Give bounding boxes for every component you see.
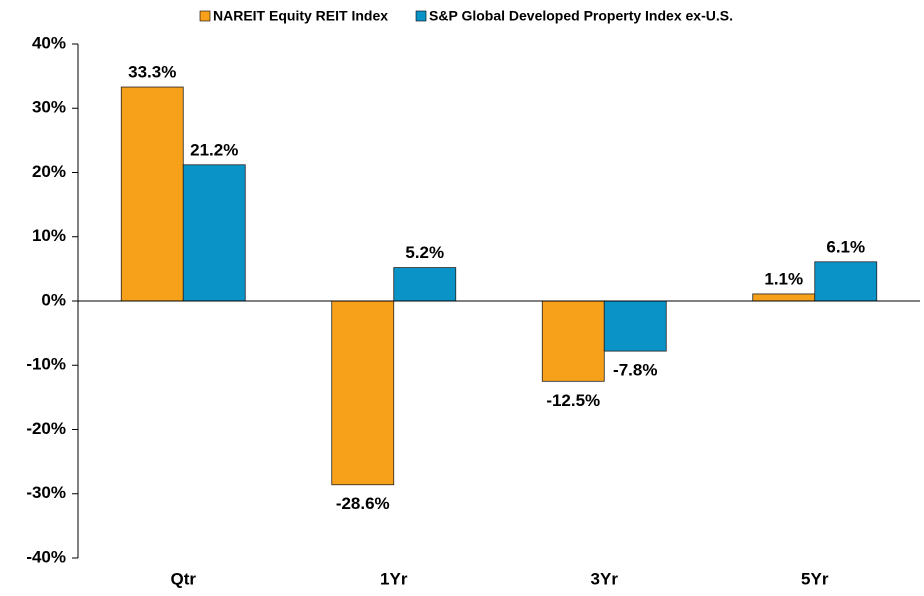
value-label: 21.2% <box>190 140 238 159</box>
y-tick-label: -40% <box>26 547 66 566</box>
value-label: -28.6% <box>336 494 390 513</box>
bar <box>814 261 878 302</box>
value-label: 1.1% <box>764 269 803 288</box>
x-tick-label: 5Yr <box>801 569 829 588</box>
legend-swatch <box>415 10 427 22</box>
y-tick-label: 20% <box>32 162 66 181</box>
x-tick-label: 3Yr <box>591 569 619 588</box>
legend-label: S&P Global Developed Property Index ex-U… <box>429 8 733 24</box>
y-tick-label: 0% <box>41 290 66 309</box>
bar <box>331 300 395 486</box>
bar <box>603 300 667 352</box>
bar <box>393 267 457 302</box>
x-tick-label: Qtr <box>171 569 197 588</box>
x-tick-label: 1Yr <box>380 569 408 588</box>
y-tick-label: -30% <box>26 483 66 502</box>
value-label: -7.8% <box>613 361 657 380</box>
y-tick-label: 10% <box>32 226 66 245</box>
y-tick-label: 30% <box>32 98 66 117</box>
value-label: 5.2% <box>405 243 444 262</box>
legend-swatch <box>199 10 211 22</box>
legend-label: NAREIT Equity REIT Index <box>213 8 388 24</box>
y-tick-label: -20% <box>26 419 66 438</box>
value-label: 33.3% <box>128 63 176 82</box>
bar <box>120 86 184 302</box>
bar <box>752 293 816 302</box>
bar <box>182 164 246 302</box>
value-label: 6.1% <box>826 237 865 256</box>
bar <box>541 300 605 382</box>
value-label: -12.5% <box>546 391 600 410</box>
y-tick-label: 40% <box>32 33 66 52</box>
y-tick-label: -10% <box>26 355 66 374</box>
